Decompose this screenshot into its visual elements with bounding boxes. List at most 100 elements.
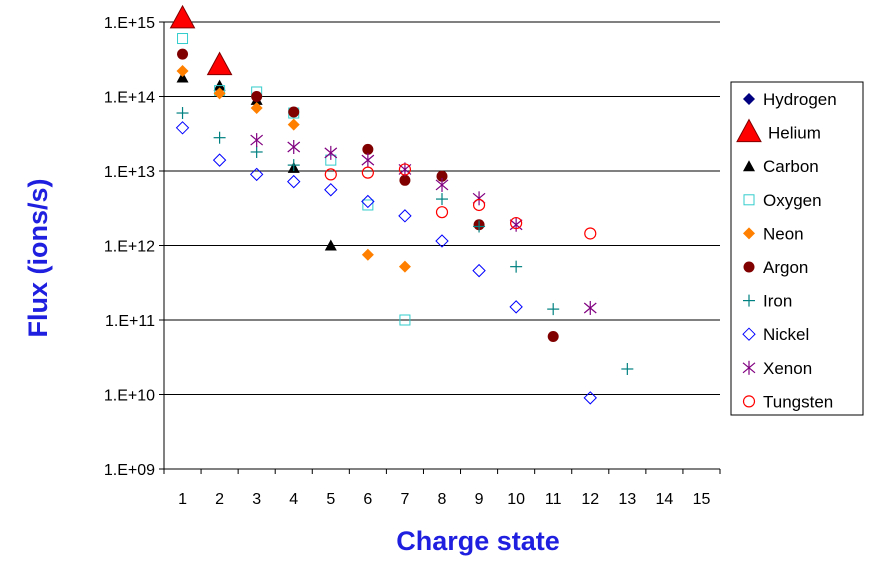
legend-label-xenon: Xenon <box>763 359 812 378</box>
data-point-oxygen <box>362 199 374 211</box>
legend-marker-argon <box>743 261 755 273</box>
data-point-tungsten <box>435 206 449 219</box>
data-point-argon <box>547 331 559 343</box>
legend-label-oxygen: Oxygen <box>763 191 822 210</box>
legend-marker-hydrogen <box>743 93 755 105</box>
x-tick-label: 10 <box>507 491 525 508</box>
data-point-xenon <box>509 217 523 232</box>
data-point-argon <box>288 106 300 118</box>
data-point-nickel <box>324 183 338 197</box>
data-point-nickel <box>435 234 449 248</box>
y-axis-title: Flux (ions/s) <box>23 178 53 337</box>
data-point-iron <box>510 260 523 273</box>
data-point-helium <box>169 4 196 29</box>
data-point-tungsten <box>584 227 597 240</box>
data-point-nickel <box>509 300 523 314</box>
legend-label-nickel: Nickel <box>763 325 809 344</box>
x-axis-tick-labels: 1 2 3 4 5 6 7 8 9 10 11 12 13 14 15 <box>178 491 710 508</box>
data-point-nickel <box>175 121 190 135</box>
data-point-nickel <box>583 391 597 405</box>
data-point-argon <box>399 174 411 186</box>
y-tick-label: 1.E+15 <box>104 15 155 32</box>
data-point-iron <box>473 220 486 233</box>
data-point-nickel <box>472 263 486 278</box>
legend-marker-xenon <box>742 360 756 375</box>
data-point-nickel <box>249 167 264 182</box>
legend-label-tungsten: Tungsten <box>763 392 833 411</box>
legend-marker-iron <box>743 294 755 307</box>
legend-marker-helium <box>736 118 762 143</box>
legend-marker-nickel <box>742 327 756 341</box>
legend-label-neon: Neon <box>763 224 804 243</box>
legend-label-hydrogen: Hydrogen <box>763 90 837 109</box>
data-point-tungsten <box>324 168 337 181</box>
data-point-tungsten <box>510 216 523 230</box>
data-point-nickel <box>212 153 227 167</box>
x-tick-label: 12 <box>581 491 599 508</box>
data-point-argon <box>436 170 448 182</box>
data-point-tungsten <box>361 166 374 179</box>
data-point-iron <box>250 145 263 158</box>
data-point-xenon <box>324 145 338 160</box>
x-tick-label: 14 <box>656 491 674 508</box>
data-point-iron <box>547 303 560 316</box>
data-point-tungsten <box>398 163 412 176</box>
data-point-neon <box>398 260 411 273</box>
x-tick-label: 1 <box>178 491 187 508</box>
y-tick-label: 1.E+10 <box>104 388 155 405</box>
data-point-neon <box>287 118 300 131</box>
data-point-xenon <box>361 153 375 168</box>
data-point-iron <box>176 107 189 120</box>
y-axis-tick-labels: 1.E+15 1.E+14 1.E+13 1.E+12 1.E+11 1.E+10 1.E+… <box>104 15 155 479</box>
x-tick-label: 8 <box>438 491 447 508</box>
data-point-neon <box>361 248 374 261</box>
x-tick-label: 5 <box>326 491 335 508</box>
legend-label-carbon: Carbon <box>763 157 819 176</box>
legend-label-helium: Helium <box>768 124 821 143</box>
y-tick-label: 1.E+11 <box>105 313 155 330</box>
x-tick-label: 3 <box>252 491 261 508</box>
data-point-xenon <box>398 162 412 177</box>
legend-label-argon: Argon <box>763 258 808 277</box>
data-point-tungsten <box>472 198 486 212</box>
data-point-neon <box>213 87 226 100</box>
gridlines <box>164 21 720 395</box>
data-point-iron <box>621 362 634 375</box>
data-point-neon <box>176 64 189 77</box>
data-point-nickel <box>361 194 375 209</box>
data-point-nickel <box>398 209 412 223</box>
legend: Hydrogen Helium Carbon Oxygen Neon Argon Iron N… <box>730 81 864 416</box>
x-tick-label: 2 <box>215 491 224 508</box>
data-point-iron <box>436 193 448 206</box>
data-point-iron <box>213 131 226 144</box>
x-tick-label: 7 <box>400 491 409 508</box>
x-tick-label: 15 <box>693 491 711 508</box>
data-point-xenon <box>583 300 597 315</box>
legend-marker-tungsten <box>742 395 756 408</box>
x-axis-title: Charge state <box>396 526 560 556</box>
y-tick-label: 1.E+09 <box>104 462 155 479</box>
y-tick-label: 1.E+14 <box>104 90 155 107</box>
data-point-xenon <box>250 133 264 148</box>
legend-marker-neon <box>743 227 755 240</box>
data-point-carbon <box>324 239 337 251</box>
x-tick-label: 11 <box>545 491 562 508</box>
data-point-xenon <box>435 177 449 192</box>
data-point-xenon <box>287 139 301 154</box>
data-point-iron <box>287 159 300 172</box>
data-point-argon <box>251 91 263 102</box>
data-point-nickel <box>287 174 301 189</box>
x-tick-label: 4 <box>289 491 298 508</box>
data-point-argon <box>362 143 374 155</box>
data-markers <box>169 4 634 405</box>
y-tick-label: 1.E+13 <box>104 164 155 181</box>
data-point-xenon <box>472 191 486 206</box>
x-tick-label: 9 <box>475 491 484 508</box>
data-point-oxygen <box>177 33 189 45</box>
legend-marker-oxygen <box>743 194 755 206</box>
data-point-neon <box>250 102 263 115</box>
x-tick-label: 6 <box>363 491 372 508</box>
data-point-oxygen <box>399 314 411 326</box>
data-point-helium <box>206 51 233 76</box>
